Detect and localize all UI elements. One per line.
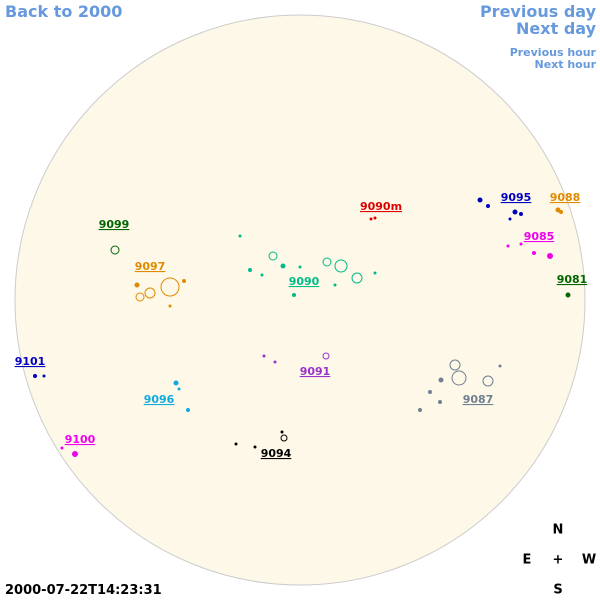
- sunspot: [369, 217, 373, 221]
- back-link[interactable]: Back to 2000: [5, 2, 122, 21]
- sunspot: [292, 293, 296, 297]
- sunspot: [322, 352, 330, 360]
- region-label[interactable]: 9097: [135, 260, 166, 273]
- sunspot: [280, 430, 284, 434]
- sunspot: [134, 282, 140, 288]
- sunspot: [519, 212, 523, 216]
- region-label[interactable]: 9094: [261, 447, 292, 460]
- region-label[interactable]: 9087: [463, 393, 494, 406]
- sunspot: [182, 279, 186, 283]
- sunspot: [451, 370, 467, 386]
- sunspot: [248, 268, 252, 272]
- sunspot: [532, 251, 536, 255]
- sunspot: [42, 374, 46, 378]
- sunspot: [565, 292, 571, 298]
- sunspot: [260, 273, 264, 277]
- sunspot: [234, 442, 238, 446]
- region-label[interactable]: 9088: [550, 191, 581, 204]
- compass-west: W: [582, 553, 596, 568]
- sunspot: [438, 400, 442, 404]
- region-label[interactable]: 9081: [557, 273, 588, 286]
- solar-disk: [14, 14, 586, 586]
- region-label[interactable]: 9095: [501, 191, 532, 204]
- sunspot: [298, 265, 302, 269]
- sunspot: [262, 354, 266, 358]
- compass-south: S: [553, 583, 562, 598]
- sunspot: [449, 359, 461, 371]
- sunspot: [280, 434, 288, 442]
- region-label[interactable]: 9101: [15, 355, 46, 368]
- sunspot: [555, 207, 561, 213]
- sunspot: [334, 259, 348, 273]
- compass-north: N: [553, 523, 564, 538]
- sunspot: [135, 292, 145, 302]
- sunspot: [268, 251, 278, 261]
- sunspot: [519, 242, 523, 246]
- previous-day-link[interactable]: Previous day: [480, 2, 597, 21]
- region-label[interactable]: 9100: [65, 433, 96, 446]
- next-day-link[interactable]: Next day: [516, 19, 597, 38]
- region-label[interactable]: 9091: [300, 365, 331, 378]
- sunspot: [506, 244, 510, 248]
- sunspot: [373, 271, 377, 275]
- compass-east: E: [523, 553, 532, 568]
- sunspot: [333, 283, 337, 287]
- sunspot: [168, 304, 172, 308]
- region-label[interactable]: 9099: [99, 218, 130, 231]
- compass-center: +: [553, 553, 564, 568]
- sunspot: [512, 209, 518, 215]
- region-label[interactable]: 9090: [289, 275, 320, 288]
- sunspot: [280, 263, 286, 269]
- sunspot: [477, 197, 483, 203]
- sunspot: [486, 204, 490, 208]
- sunspot: [351, 272, 363, 284]
- sunspot: [253, 445, 257, 449]
- sunspot: [498, 364, 502, 368]
- sunspot: [144, 287, 156, 299]
- sunspot: [160, 277, 180, 297]
- sunspot: [418, 408, 422, 412]
- sunspot: [273, 360, 277, 364]
- timestamp: 2000-07-22T14:23:31: [5, 583, 162, 598]
- sunspot: [482, 375, 494, 387]
- sunspot: [559, 210, 563, 214]
- sunspot: [186, 408, 190, 412]
- sunspot: [72, 451, 78, 457]
- sunspot: [173, 380, 179, 386]
- sunspot: [428, 390, 432, 394]
- sunspot: [373, 216, 377, 220]
- sunspot: [110, 245, 120, 255]
- sunspot: [438, 377, 444, 383]
- previous-hour-link[interactable]: Previous hour: [510, 46, 597, 59]
- region-label[interactable]: 9085: [524, 230, 555, 243]
- region-label[interactable]: 9090m: [360, 200, 402, 213]
- region-label[interactable]: 9096: [144, 393, 175, 406]
- sunspot: [238, 234, 242, 238]
- sunspot: [508, 217, 512, 221]
- next-hour-link[interactable]: Next hour: [535, 58, 597, 71]
- sunspot: [60, 446, 64, 450]
- sunspot: [547, 253, 553, 259]
- sunspot: [177, 387, 181, 391]
- sunspot: [33, 374, 37, 378]
- sunspot: [322, 257, 332, 267]
